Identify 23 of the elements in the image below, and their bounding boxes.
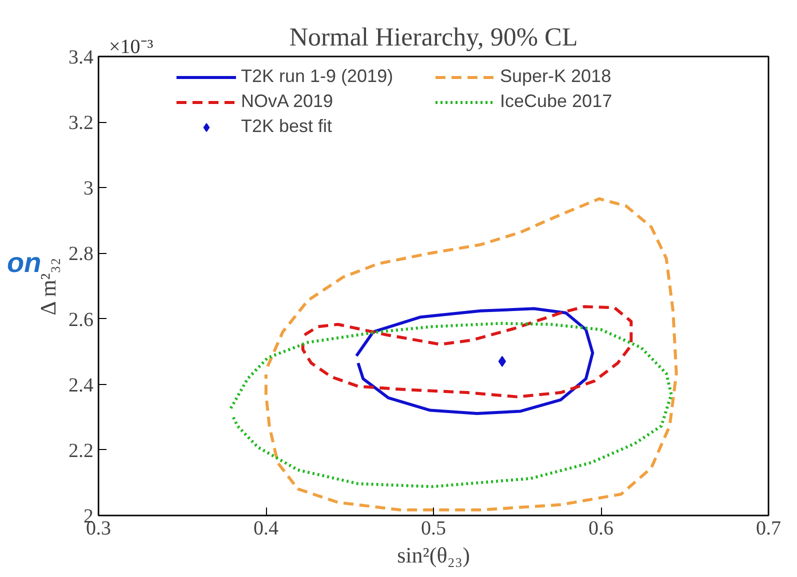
line-series	[354, 307, 594, 416]
y-tick-label: 2.6	[68, 308, 94, 331]
legend-label: T2K best fit	[241, 116, 334, 137]
chart-title: Normal Hierarchy, 90% CL	[289, 22, 578, 52]
y-tick-label: 2.8	[68, 243, 94, 266]
line-series	[301, 305, 633, 398]
annotation: ×10⁻³	[109, 35, 154, 60]
x-axis-title: sin²(θ₂₃)	[397, 542, 470, 568]
y-tick-label: 3	[84, 178, 94, 200]
x-tick-label: 0.6	[588, 518, 614, 540]
line-series	[229, 322, 673, 488]
legend-label: T2K run 1-9 (2019)	[241, 66, 394, 87]
legend-label: Super-K 2018	[500, 66, 612, 87]
legend-label: NOvA 2019	[241, 91, 334, 112]
y-tick-label: 3.2	[68, 112, 94, 134]
x-tick-label: 0.7	[756, 518, 781, 540]
y-tick-label: 2.4	[68, 374, 94, 396]
legend-label: IceCube 2017	[500, 91, 614, 112]
y-tick-label: 3.4	[68, 46, 94, 68]
y-tick-label: 2.2	[68, 440, 94, 462]
x-tick-label: 0.5	[421, 518, 446, 540]
line-series	[264, 197, 678, 512]
x-tick-label: 0.4	[254, 518, 278, 540]
